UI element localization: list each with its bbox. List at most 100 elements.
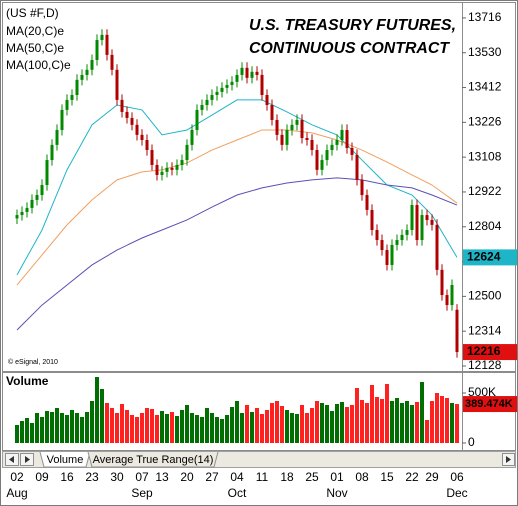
candle-body bbox=[50, 144, 54, 161]
volume-bar bbox=[245, 405, 249, 443]
tab-volume[interactable] bbox=[39, 451, 91, 468]
candle-body bbox=[365, 195, 369, 210]
volume-bar bbox=[285, 410, 289, 443]
candle-body bbox=[95, 39, 99, 61]
volume-bar bbox=[365, 403, 369, 443]
y-tick-label: 13716 bbox=[468, 10, 502, 24]
candle-body bbox=[315, 150, 319, 170]
volume-bar bbox=[240, 413, 244, 443]
volume-bar bbox=[235, 401, 239, 443]
candle-body bbox=[125, 111, 129, 118]
candle-body bbox=[25, 207, 29, 212]
candle-body bbox=[370, 209, 374, 230]
candle-body bbox=[115, 69, 119, 100]
scroll-left-arrow bbox=[9, 456, 14, 463]
chart-title: CONTINUOUS CONTRACT bbox=[249, 40, 450, 57]
volume-bar bbox=[65, 415, 69, 443]
volume-bar bbox=[120, 404, 124, 443]
volume-bar bbox=[450, 403, 454, 443]
volume-bar bbox=[25, 418, 29, 443]
candle-body bbox=[90, 60, 94, 70]
candle-body bbox=[165, 167, 169, 172]
month-label: Dec bbox=[446, 486, 467, 500]
volume-bar bbox=[275, 401, 279, 443]
candle-body bbox=[345, 129, 349, 149]
candle-body bbox=[350, 148, 354, 155]
candle-body bbox=[305, 137, 309, 140]
month-label: Aug bbox=[6, 486, 27, 500]
y-tick-label: 13412 bbox=[468, 80, 502, 94]
volume-bar bbox=[395, 398, 399, 443]
volume-bar bbox=[210, 413, 214, 443]
candle-body bbox=[155, 164, 159, 175]
volume-bar bbox=[445, 398, 449, 443]
volume-bar bbox=[290, 413, 294, 443]
volume-bar bbox=[215, 417, 219, 443]
volume-bar bbox=[40, 417, 44, 443]
x-tick-label: 16 bbox=[60, 470, 74, 484]
y-tick-label: 500K bbox=[468, 385, 496, 399]
volume-bar bbox=[360, 400, 364, 443]
volume-bar bbox=[385, 384, 389, 443]
candle-body bbox=[80, 74, 84, 80]
x-tick-label: 25 bbox=[305, 470, 319, 484]
tab-label[interactable]: Average True Range(14) bbox=[93, 454, 214, 466]
candle-body bbox=[210, 95, 214, 100]
volume-bar bbox=[175, 416, 179, 443]
volume-bar bbox=[425, 420, 429, 443]
tab-label[interactable]: Volume bbox=[47, 454, 84, 466]
last-price-label: 12216 bbox=[467, 344, 501, 358]
candle-body bbox=[170, 167, 174, 170]
volume-bar bbox=[315, 401, 319, 443]
candle-body bbox=[285, 129, 289, 145]
candle-body bbox=[160, 171, 164, 175]
volume-bar bbox=[135, 417, 139, 443]
tab-atr[interactable] bbox=[87, 451, 219, 468]
volume-bar bbox=[220, 419, 224, 443]
x-tick-label: 23 bbox=[85, 470, 99, 484]
y-tick-label: 0 bbox=[468, 435, 475, 449]
volume-bar bbox=[115, 413, 119, 443]
y-tick-label: 12922 bbox=[468, 184, 502, 198]
volume-bar bbox=[165, 414, 169, 443]
candle-body bbox=[105, 34, 109, 55]
candle-body bbox=[380, 240, 384, 251]
candle-body bbox=[220, 87, 224, 92]
candle-body bbox=[60, 109, 64, 130]
volume-bar bbox=[125, 410, 129, 443]
x-tick-label: 27 bbox=[205, 470, 219, 484]
x-tick-label: 01 bbox=[330, 470, 344, 484]
volume-bar bbox=[375, 397, 379, 443]
candle-body bbox=[175, 164, 179, 170]
candle-body bbox=[355, 154, 359, 180]
candle-body bbox=[405, 229, 409, 235]
price-panel-frame bbox=[2, 2, 516, 372]
candle-body bbox=[390, 244, 394, 265]
candle-body bbox=[245, 67, 249, 78]
volume-bar bbox=[55, 408, 59, 443]
x-tick-label: 09 bbox=[35, 470, 49, 484]
candle-body bbox=[430, 219, 434, 225]
candle-body bbox=[450, 285, 454, 306]
x-tick-label: 20 bbox=[180, 470, 194, 484]
candle-body bbox=[335, 139, 339, 145]
chart-title: U.S. TREASURY FUTURES, bbox=[249, 17, 456, 34]
candle-body bbox=[150, 150, 154, 165]
y-tick-label: 13530 bbox=[468, 45, 502, 59]
volume-bar bbox=[85, 412, 89, 443]
volume-bar bbox=[370, 385, 374, 443]
volume-bar bbox=[195, 415, 199, 443]
candle-body bbox=[300, 119, 304, 138]
candle-body bbox=[185, 144, 189, 161]
volume-bar bbox=[430, 401, 434, 443]
y-tick-label: 12804 bbox=[468, 219, 502, 233]
candle-body bbox=[260, 74, 264, 95]
volume-bar bbox=[35, 413, 39, 443]
volume-bar bbox=[320, 403, 324, 443]
volume-bar bbox=[145, 408, 149, 443]
candle-body bbox=[55, 129, 59, 145]
candle-body bbox=[200, 105, 204, 110]
volume-bar bbox=[255, 408, 259, 443]
month-label: Nov bbox=[326, 486, 347, 500]
candle-body bbox=[265, 95, 269, 106]
